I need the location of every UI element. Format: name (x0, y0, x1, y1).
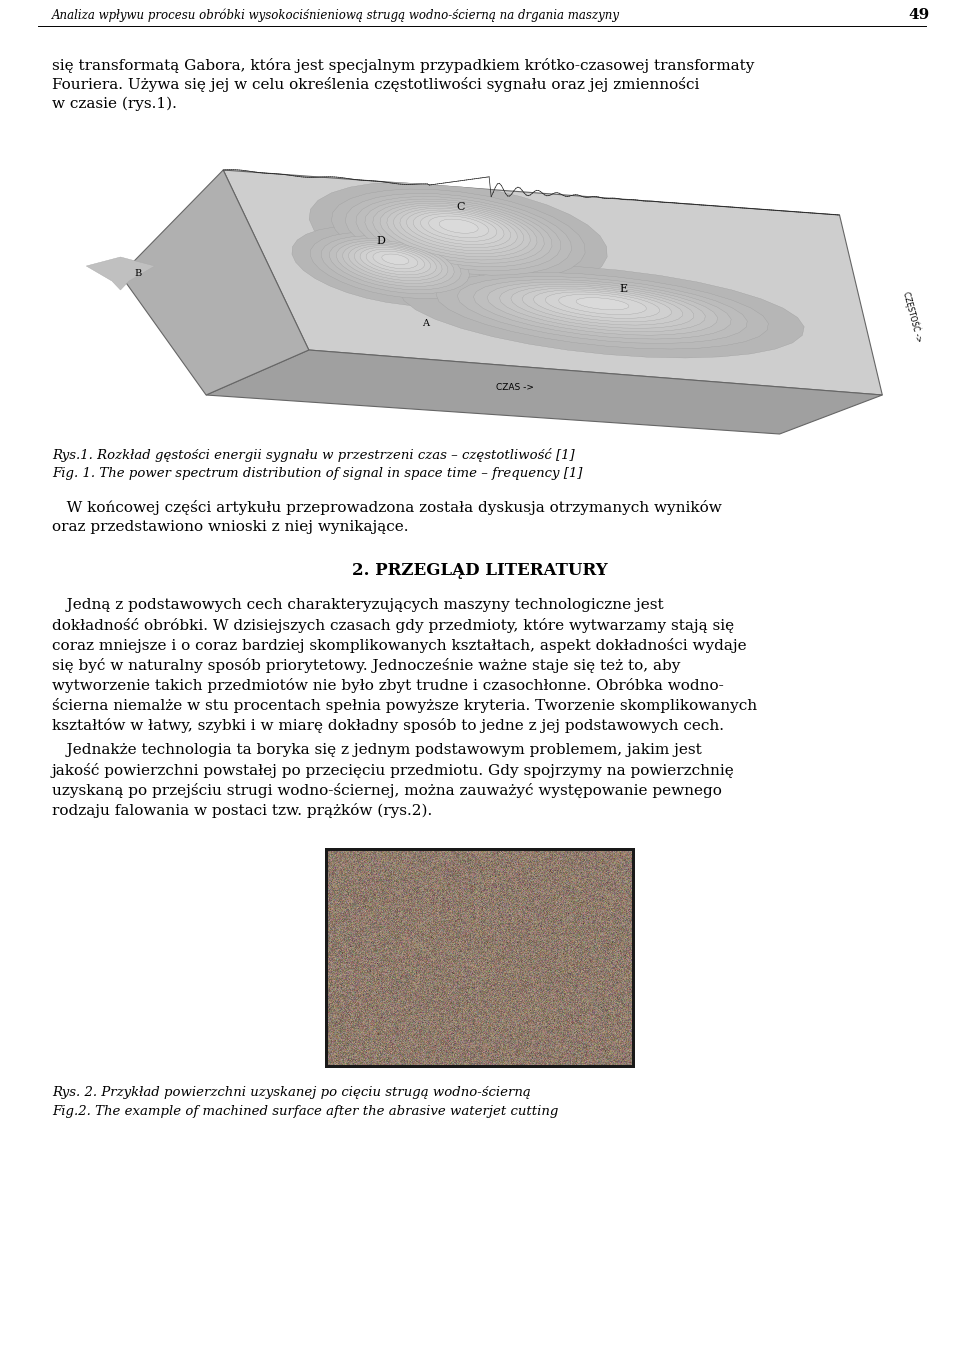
Polygon shape (329, 239, 461, 290)
Text: Fouriera. Używa się jej w celu określenia częstotliwości sygnału oraz jej zmienn: Fouriera. Używa się jej w celu określeni… (52, 78, 700, 93)
Polygon shape (310, 232, 480, 299)
Text: 49: 49 (909, 8, 930, 22)
Text: ścierna niemalże w stu procentach spełnia powyższe kryteria. Tworzenie skompliko: ścierna niemalże w stu procentach spełni… (52, 698, 757, 713)
Polygon shape (331, 189, 585, 281)
Text: się być w naturalny sposób priorytetowy. Jednocześnie ważne staje się też to, ab: się być w naturalny sposób priorytetowy.… (52, 658, 681, 673)
Text: w czasie (rys.1).: w czasie (rys.1). (52, 97, 177, 112)
Text: kształtów w łatwy, szybki i w miarę dokładny sposób to jedne z jej podstawowych : kształtów w łatwy, szybki i w miarę dokł… (52, 719, 724, 734)
Polygon shape (436, 272, 768, 350)
Polygon shape (372, 201, 544, 264)
Polygon shape (322, 236, 469, 294)
Polygon shape (400, 265, 804, 358)
Polygon shape (336, 240, 454, 287)
Text: CZAS ->: CZAS -> (496, 382, 534, 392)
Polygon shape (343, 242, 448, 284)
Text: jakość powierzchni powstałej po przecięciu przedmiotu. Gdy spojrzymy na powierzc: jakość powierzchni powstałej po przecięc… (52, 764, 734, 779)
Polygon shape (522, 288, 683, 325)
Polygon shape (372, 251, 418, 269)
Polygon shape (534, 290, 671, 322)
Text: Rys. 2. Przykład powierzchni uzyskanej po cięciu strugą wodno-ścierną: Rys. 2. Przykład powierzchni uzyskanej p… (52, 1086, 531, 1100)
Polygon shape (420, 213, 497, 242)
Polygon shape (356, 197, 561, 270)
Polygon shape (473, 280, 732, 339)
Text: Jedną z podstawowych cech charakteryzujących maszyny technologiczne jest: Jedną z podstawowych cech charakteryzują… (52, 598, 663, 612)
Polygon shape (457, 276, 747, 343)
Polygon shape (86, 257, 155, 290)
Polygon shape (545, 292, 660, 318)
Text: Fig.2. The example of machined surface after the abrasive waterjet cutting: Fig.2. The example of machined surface a… (52, 1105, 559, 1117)
Text: dokładność obróbki. W dzisiejszych czasach gdy przedmioty, które wytwarzamy staj: dokładność obróbki. W dzisiejszych czasa… (52, 617, 734, 632)
Polygon shape (382, 254, 409, 265)
Text: Analiza wpływu procesu obróbki wysokociśnieniową strugą wodno-ścierną na drgania: Analiza wpływu procesu obróbki wysokociś… (52, 8, 620, 22)
Text: oraz przedstawiono wnioski z niej wynikające.: oraz przedstawiono wnioski z niej wynika… (52, 520, 409, 534)
Polygon shape (428, 216, 489, 238)
Polygon shape (394, 206, 524, 254)
Text: uzyskaną po przejściu strugi wodno-ściernej, można zauważyć występowanie pewnego: uzyskaną po przejściu strugi wodno-ścier… (52, 783, 722, 798)
Text: wytworzenie takich przedmiotów nie było zbyt trudne i czasochłonne. Obróbka wodn: wytworzenie takich przedmiotów nie było … (52, 678, 724, 693)
Polygon shape (511, 285, 694, 328)
Text: B: B (134, 269, 141, 279)
Polygon shape (360, 247, 431, 275)
Text: się transformatą Gabora, która jest specjalnym przypadkiem krótko-czasowej trans: się transformatą Gabora, która jest spec… (52, 57, 755, 72)
Text: E: E (619, 284, 627, 294)
Polygon shape (354, 246, 437, 277)
Polygon shape (576, 298, 629, 310)
Polygon shape (348, 245, 443, 280)
Polygon shape (439, 219, 478, 234)
Text: D: D (376, 236, 385, 246)
Polygon shape (487, 281, 717, 335)
Polygon shape (406, 210, 511, 247)
Polygon shape (559, 294, 646, 314)
Text: C: C (456, 202, 465, 212)
Text: CZĘSTOŚĆ ->: CZĘSTOŚĆ -> (901, 290, 924, 343)
Text: Rys.1. Rozkład gęstości energii sygnału w przestrzeni czas – częstotliwość [1]: Rys.1. Rozkład gęstości energii sygnału … (52, 448, 575, 462)
Text: Fig. 1. The power spectrum distribution of signal in space time – frequency [1]: Fig. 1. The power spectrum distribution … (52, 467, 583, 479)
Polygon shape (366, 249, 424, 272)
Text: coraz mniejsze i o coraz bardziej skomplikowanych kształtach, aspekt dokładności: coraz mniejsze i o coraz bardziej skompl… (52, 638, 747, 653)
Polygon shape (499, 284, 706, 332)
Polygon shape (121, 169, 309, 395)
Text: W końcowej części artykułu przeprowadzona została dyskusja otrzymanych wyników: W końcowej części artykułu przeprowadzon… (52, 500, 722, 515)
Text: rodzaju falowania w postaci tzw. prążków (rys.2).: rodzaju falowania w postaci tzw. prążków… (52, 803, 432, 818)
Polygon shape (309, 183, 607, 290)
Polygon shape (346, 194, 571, 275)
Polygon shape (400, 208, 517, 251)
Text: A: A (422, 320, 429, 328)
Text: Jednakże technologia ta boryka się z jednym podstawowym problemem, jakim jest: Jednakże technologia ta boryka się z jed… (52, 743, 702, 757)
Polygon shape (387, 205, 530, 257)
Polygon shape (292, 225, 498, 306)
Polygon shape (206, 350, 882, 434)
Text: 2. PRZEGLĄD LITERATURY: 2. PRZEGLĄD LITERATURY (352, 561, 608, 579)
Polygon shape (380, 204, 537, 260)
Polygon shape (365, 199, 552, 266)
Polygon shape (413, 212, 504, 245)
Polygon shape (223, 169, 882, 395)
